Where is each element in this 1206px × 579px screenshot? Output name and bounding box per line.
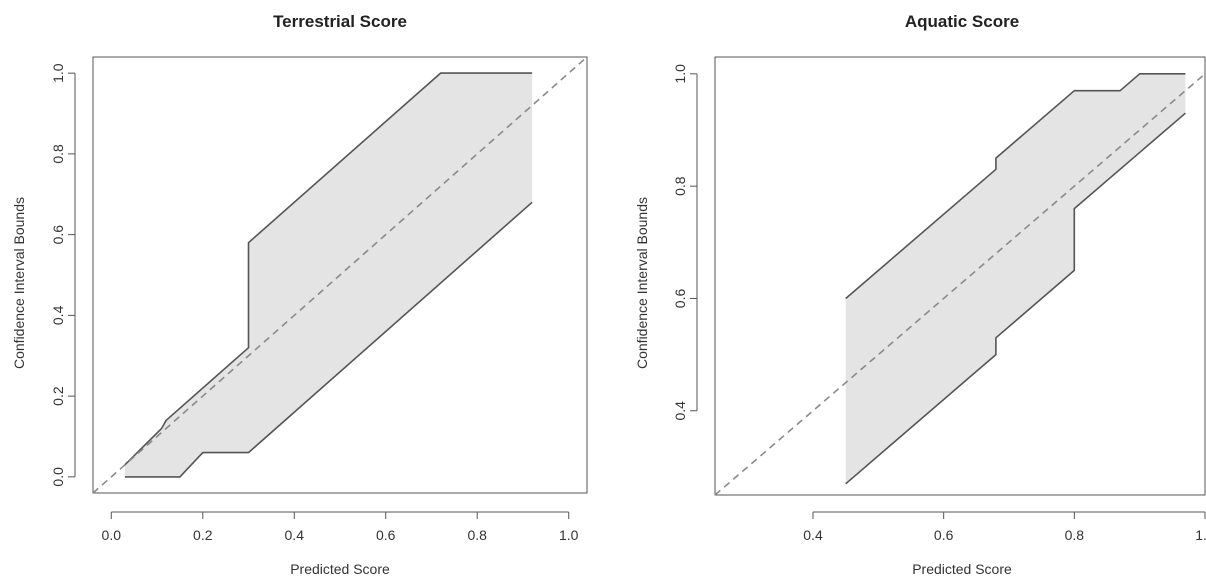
y-tick-label: 0.8: [50, 144, 66, 164]
y-axis: 0.0 0.2 0.4 0.6 0.8 1.0: [50, 63, 76, 487]
x-tick-label: 0.6: [934, 527, 954, 543]
x-tick-label: 0.4: [803, 527, 823, 543]
y-tick-label: 0.2: [50, 386, 66, 406]
y-axis: 0.4 0.6 0.8 1.0: [672, 64, 698, 421]
plot-area: [92, 56, 588, 494]
chart-title: Terrestrial Score: [273, 12, 407, 31]
chart-title: Aquatic Score: [905, 12, 1019, 31]
lower-bound-line: [845, 112, 1186, 485]
x-tick-label: 0.2: [193, 527, 213, 543]
y-tick-label: 0.8: [672, 176, 688, 196]
y-tick-label: 0.6: [672, 289, 688, 309]
x-tick-label: 0.8: [1065, 527, 1085, 543]
y-tick-label: 0.4: [672, 401, 688, 421]
x-axis-label: Predicted Score: [290, 561, 390, 577]
terrestrial-panel: Terrestrial Score Predicted Score Confid…: [11, 12, 588, 577]
upper-bound-line: [124, 72, 533, 466]
plot-area: [714, 73, 1206, 496]
x-tick-label: 0.8: [467, 527, 487, 543]
y-tick-label: 1.0: [50, 63, 66, 83]
y-tick-label: 0.4: [50, 305, 66, 325]
lower-bound-line: [125, 201, 533, 478]
y-axis-label: Confidence Interval Bounds: [11, 197, 27, 369]
y-tick-label: 0.6: [50, 225, 66, 245]
upper-bound-line: [845, 73, 1186, 300]
x-tick-label: 1.0: [559, 527, 579, 543]
x-tick-label: 1.0: [1195, 527, 1206, 543]
confidence-band: [845, 73, 1186, 484]
x-tick-label: 0.4: [285, 527, 305, 543]
y-tick-label: 0.0: [50, 467, 66, 487]
reference-line: [92, 56, 588, 494]
x-axis: 0.4 0.6 0.8 1.0: [803, 511, 1206, 543]
y-axis-label: Confidence Interval Bounds: [634, 197, 650, 369]
x-axis: 0.0 0.2 0.4 0.6 0.8 1.0: [102, 511, 579, 543]
aquatic-panel: Aquatic Score Predicted Score Confidence…: [634, 12, 1206, 577]
confidence-band: [125, 73, 533, 477]
plot-frame: [92, 56, 588, 494]
x-tick-label: 0.0: [102, 527, 122, 543]
x-tick-label: 0.6: [376, 527, 396, 543]
plot-frame: [714, 56, 1206, 496]
y-tick-label: 1.0: [672, 64, 688, 84]
x-axis-label: Predicted Score: [912, 561, 1012, 577]
